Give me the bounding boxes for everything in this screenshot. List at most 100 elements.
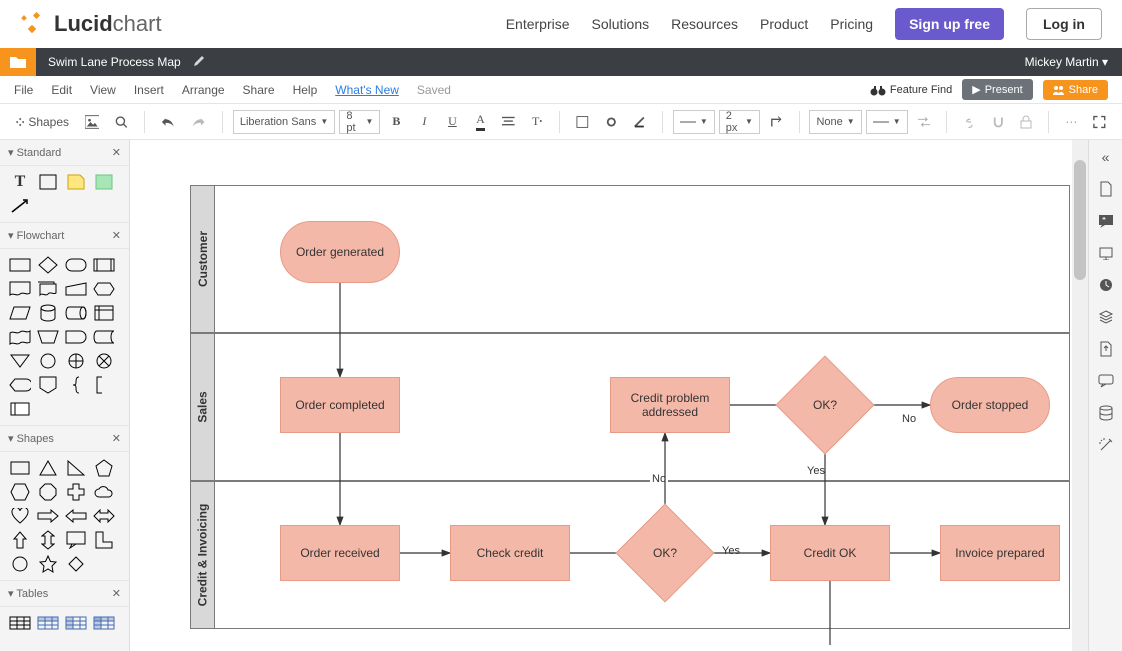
undo-icon[interactable]	[155, 109, 181, 135]
manual-op-shape[interactable]	[36, 327, 60, 347]
arrow-updown-shape[interactable]	[36, 530, 60, 550]
star-shape[interactable]	[36, 554, 60, 574]
slides-icon[interactable]	[1097, 244, 1115, 262]
align-icon[interactable]	[496, 109, 521, 135]
bold-icon[interactable]: B	[384, 109, 408, 135]
database-shape[interactable]	[36, 303, 60, 323]
close-icon[interactable]: ✕	[112, 587, 121, 600]
or-shape[interactable]	[64, 351, 88, 371]
present-button[interactable]: ▶ Present	[962, 79, 1032, 100]
sidebar-section-flowchart[interactable]: ▾ Flowchart✕	[0, 222, 129, 249]
fill-icon[interactable]	[570, 109, 595, 135]
circle-shape[interactable]	[8, 554, 32, 574]
italic-icon[interactable]: I	[412, 109, 436, 135]
block-shape[interactable]	[36, 172, 60, 192]
arrow-left-shape[interactable]	[64, 506, 88, 526]
menu-help[interactable]: Help	[293, 83, 318, 97]
line-width-select[interactable]: 2 px▼	[719, 110, 760, 134]
menu-whatsnew[interactable]: What's New	[335, 83, 399, 97]
text-options-icon[interactable]: T•	[525, 109, 549, 135]
node-invoice_prepared[interactable]: Invoice prepared	[940, 525, 1060, 581]
nav-solutions[interactable]: Solutions	[592, 16, 650, 32]
line-style-select[interactable]: ▼	[673, 110, 715, 134]
node-order_completed[interactable]: Order completed	[280, 377, 400, 433]
nav-resources[interactable]: Resources	[671, 16, 738, 32]
font-family-select[interactable]: Liberation Sans▼	[233, 110, 336, 134]
sidebar-section-tables[interactable]: ▾ Tables✕	[0, 580, 129, 607]
summing-shape[interactable]	[92, 351, 116, 371]
menu-file[interactable]: File	[14, 83, 33, 97]
lock-icon[interactable]	[1014, 109, 1038, 135]
close-icon[interactable]: ✕	[112, 229, 121, 242]
arrow-shape[interactable]	[8, 196, 32, 216]
fullscreen-icon[interactable]	[1087, 109, 1112, 135]
font-size-select[interactable]: 8 pt▼	[339, 110, 380, 134]
sidebar-section-standard[interactable]: ▾ Standard✕	[0, 140, 129, 166]
decision-shape[interactable]	[36, 255, 60, 275]
line-color-icon[interactable]	[627, 109, 652, 135]
document-title[interactable]: Swim Lane Process Map	[36, 55, 193, 69]
share-button[interactable]: Share	[1043, 80, 1108, 100]
terminator-shape[interactable]	[64, 255, 88, 275]
shapes-panel-toggle[interactable]: Shapes	[10, 109, 75, 135]
brace-shape[interactable]	[64, 375, 88, 395]
delay-shape[interactable]	[64, 327, 88, 347]
table4-shape[interactable]	[92, 613, 116, 633]
history-icon[interactable]	[1097, 276, 1115, 294]
login-button[interactable]: Log in	[1026, 8, 1102, 40]
canvas[interactable]: CustomerSalesCredit & InvoicingYesNoNoYe…	[130, 140, 1088, 651]
scrollbar[interactable]	[1072, 140, 1088, 651]
octagon-shape[interactable]	[36, 482, 60, 502]
directdata-shape[interactable]	[64, 303, 88, 323]
process-shape[interactable]	[8, 255, 32, 275]
table2-shape[interactable]	[36, 613, 60, 633]
close-icon[interactable]: ✕	[112, 432, 121, 445]
offpage-shape[interactable]	[36, 375, 60, 395]
page-icon[interactable]	[1097, 180, 1115, 198]
cloud-shape[interactable]	[92, 482, 116, 502]
more-icon[interactable]: ⋯	[1059, 109, 1083, 135]
link-icon[interactable]	[957, 109, 982, 135]
multidoc-shape[interactable]	[36, 279, 60, 299]
node-ok1[interactable]: OK?	[630, 518, 700, 588]
cross-shape[interactable]	[64, 482, 88, 502]
node-ok2[interactable]: OK?	[790, 370, 860, 440]
arrow-end-select[interactable]: ▼	[866, 110, 908, 134]
note-shape2[interactable]	[92, 375, 116, 395]
note-shape[interactable]	[64, 172, 88, 192]
nav-enterprise[interactable]: Enterprise	[506, 16, 570, 32]
arrow-start-select[interactable]: None▼	[809, 110, 861, 134]
search-icon[interactable]	[109, 109, 134, 135]
hotspot-shape[interactable]	[92, 172, 116, 192]
swap-arrows-icon[interactable]	[912, 109, 937, 135]
magic-icon[interactable]	[1097, 436, 1115, 454]
export-icon[interactable]	[1097, 340, 1115, 358]
arrow-up-shape[interactable]	[8, 530, 32, 550]
close-icon[interactable]: ✕	[112, 146, 121, 159]
chat-icon[interactable]	[1097, 372, 1115, 390]
magnet-icon[interactable]	[986, 109, 1011, 135]
signup-button[interactable]: Sign up free	[895, 8, 1004, 40]
table3-shape[interactable]	[64, 613, 88, 633]
binoculars-icon[interactable]: Feature Find	[870, 84, 952, 96]
diamond-shape[interactable]	[64, 554, 88, 574]
hexagon-shape[interactable]	[8, 482, 32, 502]
menu-edit[interactable]: Edit	[51, 83, 72, 97]
sidebar-section-shapes[interactable]: ▾ Shapes✕	[0, 425, 129, 452]
line-routing-icon[interactable]	[764, 109, 789, 135]
node-credit_ok[interactable]: Credit OK	[770, 525, 890, 581]
nav-product[interactable]: Product	[760, 16, 808, 32]
font-color-icon[interactable]: A	[468, 109, 492, 135]
underline-icon[interactable]: U	[440, 109, 464, 135]
preparation-shape[interactable]	[92, 279, 116, 299]
border-color-icon[interactable]	[599, 109, 624, 135]
node-order_received[interactable]: Order received	[280, 525, 400, 581]
document-shape[interactable]	[8, 279, 32, 299]
folder-icon[interactable]	[0, 48, 36, 76]
connector-shape[interactable]	[36, 351, 60, 371]
stored-data-shape[interactable]	[92, 327, 116, 347]
merge-shape[interactable]	[8, 351, 32, 371]
internal-storage-shape[interactable]	[92, 303, 116, 323]
papertape-shape[interactable]	[8, 327, 32, 347]
display-shape[interactable]	[8, 375, 32, 395]
